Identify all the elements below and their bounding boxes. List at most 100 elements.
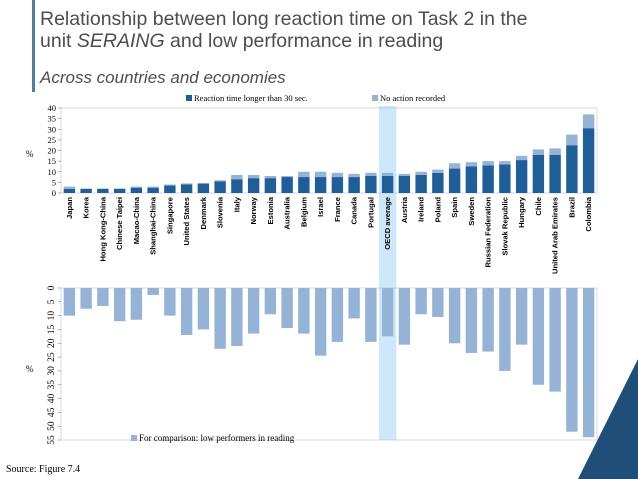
bar-reaction-time-23: [448, 168, 461, 193]
bar-no-action-18: [365, 172, 377, 176]
bottom-y-tick-label: 55: [47, 435, 57, 445]
country-label-5: Shanghai-China: [149, 196, 158, 255]
top-y-axis-label: %: [26, 149, 34, 159]
bar-low-performers-20: [398, 288, 411, 345]
title-line-1: Relationship between long reaction time …: [40, 8, 528, 30]
bar-reaction-time-6: [164, 185, 176, 193]
bar-reaction-time-20: [398, 176, 411, 193]
top-y-tick-label: 5: [52, 177, 56, 187]
bar-reaction-time-9: [214, 181, 226, 193]
bar-low-performers-6: [164, 288, 176, 316]
bar-low-performers-22: [432, 288, 444, 318]
bar-low-performers-10: [231, 288, 243, 347]
bar-no-action-14: [298, 171, 310, 178]
bar-low-performers-31: [582, 288, 595, 438]
bar-no-action-26: [499, 161, 511, 165]
country-label-20: Austria: [400, 196, 409, 223]
bar-no-action-13: [281, 176, 293, 178]
bar-reaction-time-11: [247, 178, 260, 193]
country-label-10: Italy: [232, 196, 241, 212]
country-label-21: Ireland: [417, 197, 426, 222]
bar-no-action-24: [465, 162, 478, 167]
chart-title: Relationship between long reaction time …: [40, 8, 600, 52]
country-label-15: Israel: [316, 197, 325, 217]
country-label-19: OECD average: [383, 197, 392, 250]
legend-label-low-performers: For comparison: low performers in readin…: [139, 433, 295, 443]
bar-low-performers-13: [281, 288, 293, 329]
legend-swatch-low-performers: [131, 435, 137, 441]
bottom-y-tick-label: 35: [47, 380, 57, 390]
bottom-y-tick-label: 0: [47, 285, 57, 290]
bar-reaction-time-1: [80, 188, 92, 193]
bar-low-performers-3: [113, 288, 126, 322]
top-y-tick-label: 0: [52, 188, 56, 198]
legend-swatch-no-action: [372, 95, 378, 101]
bar-low-performers-5: [147, 288, 159, 295]
bar-reaction-time-12: [264, 178, 277, 193]
bar-no-action-25: [482, 161, 494, 166]
bar-low-performers-16: [331, 288, 344, 342]
bar-low-performers-24: [465, 288, 478, 353]
top-y-tick-label: 15: [48, 156, 57, 166]
bar-low-performers-7: [180, 288, 193, 335]
country-label-18: Portugal: [366, 197, 375, 228]
top-y-tick-label: 20: [48, 146, 57, 156]
bar-low-performers-26: [499, 288, 511, 371]
bar-reaction-time-30: [566, 145, 578, 193]
bar-low-performers-27: [515, 288, 528, 345]
bar-no-action-23: [448, 163, 461, 169]
top-y-tick-label: 30: [48, 124, 57, 134]
country-label-1: Korea: [82, 196, 91, 218]
bar-no-action-4: [130, 186, 143, 188]
bottom-y-tick-label: 40: [47, 394, 57, 404]
bar-low-performers-29: [549, 288, 561, 392]
country-label-14: Belgium: [299, 197, 308, 227]
bar-reaction-time-14: [298, 177, 310, 193]
source-note: Source: Figure 7.4: [6, 464, 81, 475]
bar-no-action-6: [164, 184, 176, 186]
bar-reaction-time-19: [381, 176, 394, 193]
corner-decoration: [578, 359, 638, 479]
country-label-13: Australia: [283, 196, 292, 229]
bar-reaction-time-22: [432, 172, 444, 193]
country-label-3: Chinese Taipei: [115, 197, 124, 250]
country-label-8: Denmark: [199, 196, 208, 229]
chart-subtitle: Across countries and economies: [40, 68, 286, 87]
bar-no-action-7: [180, 183, 193, 185]
bar-reaction-time-2: [97, 188, 109, 193]
bottom-y-tick-label: 45: [47, 407, 57, 417]
bottom-y-tick-label: 30: [47, 366, 57, 376]
country-label-16: France: [333, 197, 342, 222]
bar-reaction-time-13: [281, 177, 293, 193]
country-label-28: Chile: [534, 197, 543, 216]
bar-low-performers-28: [532, 288, 545, 385]
bar-reaction-time-3: [113, 188, 126, 193]
bar-no-action-16: [331, 172, 344, 178]
bar-no-action-27: [515, 155, 528, 161]
bar-no-action-9: [214, 180, 226, 182]
bar-low-performers-17: [348, 288, 360, 319]
bar-no-action-5: [147, 186, 159, 188]
bar-low-performers-21: [415, 288, 427, 315]
bar-no-action-19: [381, 172, 394, 176]
bar-reaction-time-5: [147, 187, 159, 193]
bar-no-action-29: [549, 148, 561, 155]
bar-no-action-22: [432, 169, 444, 173]
bar-reaction-time-27: [515, 160, 528, 193]
bar-reaction-time-31: [582, 128, 595, 193]
corner-triangle: [578, 359, 638, 479]
legend-label-no-action: No action recorded: [380, 93, 446, 103]
bar-low-performers-11: [247, 288, 260, 334]
country-label-17: Canada: [350, 196, 359, 224]
top-y-tick-label: 40: [48, 103, 57, 113]
bottom-plot-frame: [60, 287, 598, 441]
bar-low-performers-9: [214, 288, 226, 349]
bar-reaction-time-17: [348, 177, 360, 193]
bar-reaction-time-18: [365, 176, 377, 193]
bar-no-action-17: [348, 173, 360, 178]
bar-reaction-time-8: [197, 183, 210, 193]
oecd-highlight-column: [378, 106, 397, 440]
country-label-27: Hungary: [517, 196, 526, 228]
bar-reaction-time-26: [499, 164, 511, 193]
